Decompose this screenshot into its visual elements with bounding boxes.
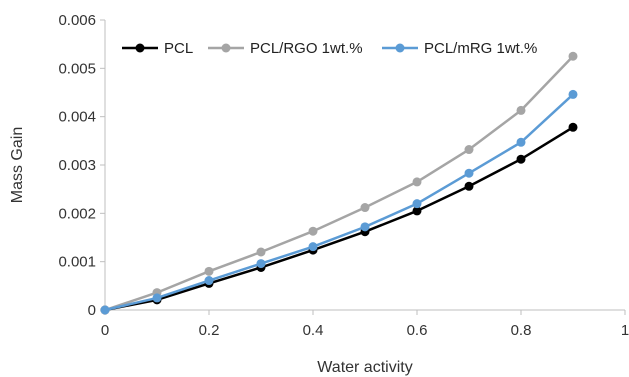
legend-swatch-marker: [135, 43, 145, 53]
data-point: [464, 181, 474, 191]
data-point: [516, 137, 526, 147]
series-line: [103, 93, 575, 312]
data-point: [204, 276, 214, 286]
y-tick-label: 0.004: [58, 109, 96, 126]
data-point: [360, 203, 370, 213]
data-point: [256, 247, 266, 257]
legend-item: PCL/RGO 1wt.%: [208, 40, 363, 57]
data-point: [412, 177, 422, 187]
x-tick-label: 0.2: [199, 322, 220, 339]
legend-label: PCL/mRG 1wt.%: [424, 40, 537, 57]
data-point: [256, 259, 266, 269]
series-2: [100, 89, 578, 315]
series-line: [103, 126, 575, 312]
data-point: [568, 51, 578, 61]
x-tick-label: 0.6: [407, 322, 428, 339]
y-tick-label: 0.002: [58, 205, 96, 222]
data-point: [516, 105, 526, 115]
y-axis-ticks: 0 0.001 0.002 0.003 0.004 0.005 0.006: [58, 12, 105, 319]
data-point: [464, 168, 474, 178]
y-tick-label: 0: [88, 302, 96, 319]
y-axis-title: Mass Gain: [9, 127, 26, 203]
data-point: [308, 226, 318, 236]
series-line: [103, 55, 575, 312]
data-point: [412, 199, 422, 209]
x-tick-label: 0.4: [303, 322, 324, 339]
data-point: [568, 122, 578, 132]
data-point: [360, 222, 370, 232]
legend-label: PCL/RGO 1wt.%: [250, 40, 363, 57]
data-point: [100, 305, 110, 315]
x-tick-label: 1: [621, 322, 629, 339]
legend-label: PCL: [164, 40, 193, 57]
x-tick-label: 0.8: [511, 322, 532, 339]
y-tick-label: 0.006: [58, 12, 96, 29]
legend-swatch-marker: [395, 43, 405, 53]
y-tick-label: 0.001: [58, 254, 96, 271]
data-point: [568, 89, 578, 99]
legend: PCL PCL/RGO 1wt.% PCL/mRG 1wt.%: [122, 40, 537, 57]
data-point: [308, 242, 318, 252]
series-1: [100, 51, 578, 315]
legend-item: PCL/mRG 1wt.%: [382, 40, 537, 57]
x-axis-ticks: 0 0.2 0.4 0.6 0.8 1: [101, 310, 629, 339]
data-point: [152, 293, 162, 303]
data-point: [204, 266, 214, 276]
data-point: [464, 145, 474, 155]
data-point: [412, 206, 422, 216]
y-tick-label: 0.003: [58, 157, 96, 174]
y-tick-label: 0.005: [58, 60, 96, 77]
x-tick-label: 0: [101, 322, 109, 339]
legend-swatch-marker: [221, 43, 231, 53]
series-layer: [100, 51, 578, 315]
legend-item: PCL: [122, 40, 193, 57]
x-axis-title: Water activity: [317, 359, 412, 376]
data-point: [516, 154, 526, 164]
